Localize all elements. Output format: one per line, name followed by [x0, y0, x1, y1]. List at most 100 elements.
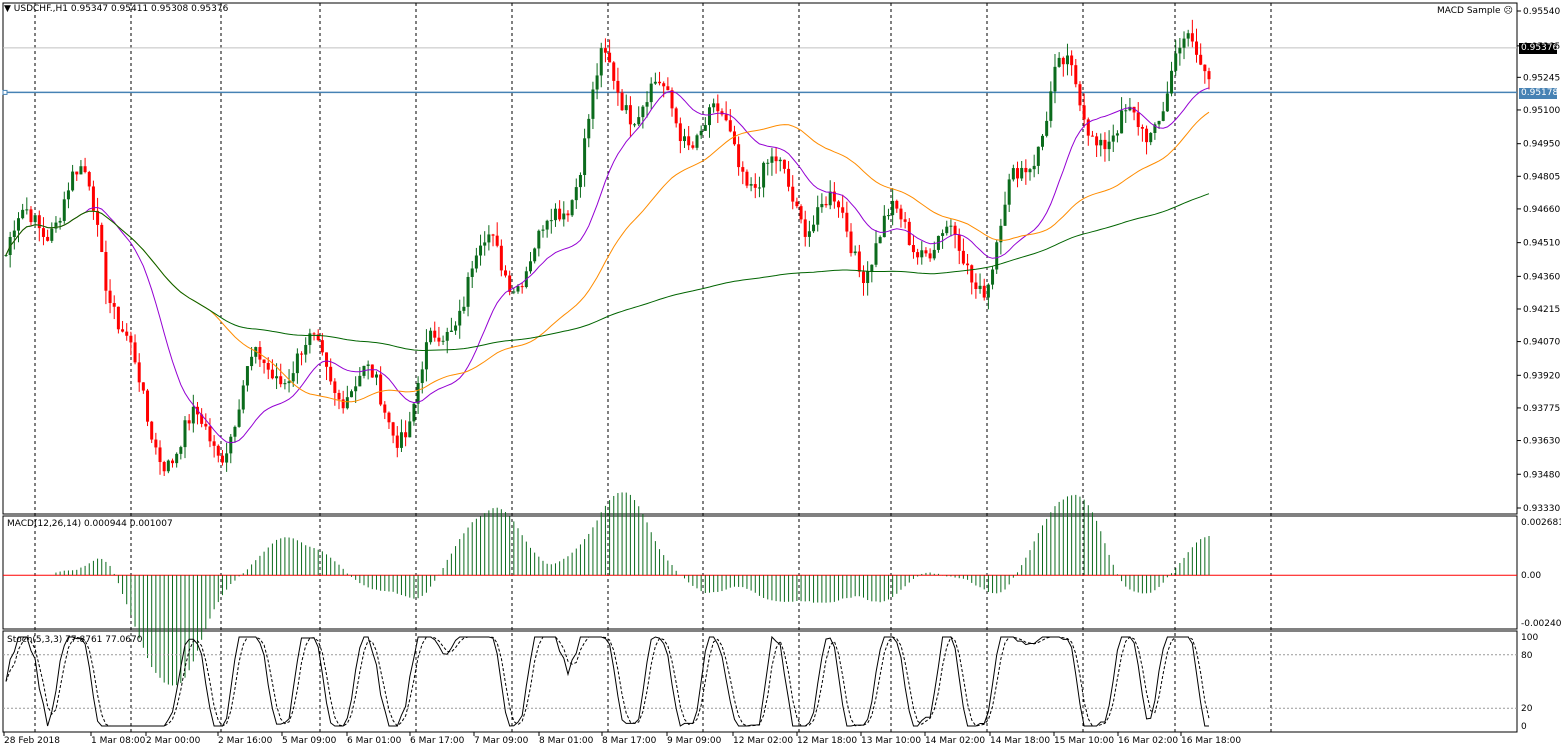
candle-body [487, 234, 491, 243]
y-tick-label: 0.94950 [1523, 140, 1560, 150]
candle-body [1082, 105, 1086, 120]
candle-body [50, 228, 54, 241]
macd-label: MACD(12,26,14) 0.000944 0.001007 [7, 519, 173, 529]
candle-body [112, 303, 116, 307]
y-tick-label: 0.93920 [1523, 371, 1560, 381]
candle-body [504, 270, 508, 276]
candle-body [533, 248, 537, 262]
y-tick-label: 0.95540 [1523, 7, 1560, 17]
candle-body [75, 171, 79, 175]
candle-body [4, 255, 8, 257]
macd-panel-frame [2, 515, 1518, 630]
y-tick-label: 0.93330 [1523, 504, 1560, 514]
candle-body [699, 130, 703, 136]
candle-body [46, 236, 50, 241]
candle-body [391, 422, 395, 436]
candle-body [87, 172, 91, 187]
candle-body [816, 207, 820, 225]
candle-body [1199, 54, 1203, 65]
candle-body [441, 340, 445, 342]
candle-body [728, 120, 732, 132]
candle-body [1032, 165, 1036, 170]
candle-body [753, 184, 757, 188]
candle-body [79, 166, 83, 175]
candle-body [250, 356, 254, 367]
candle-body [316, 334, 320, 341]
candle-body [25, 209, 29, 211]
time-axis-label: 15 Mar 10:00 [1054, 736, 1114, 746]
candle-body [283, 383, 287, 385]
candle-body [1078, 84, 1082, 106]
candle-body [537, 230, 541, 249]
candle-body [345, 397, 349, 409]
candle-body [212, 441, 216, 446]
time-axis-label: 6 Mar 01:00 [347, 736, 402, 746]
y-tick-label: 0.93775 [1523, 404, 1560, 414]
candle-body [275, 376, 279, 379]
candle-body [1136, 112, 1140, 128]
candle-body [437, 337, 441, 342]
candle-body [957, 234, 961, 251]
candle-body [100, 224, 104, 253]
candle-body [1165, 93, 1169, 112]
candle-body [520, 286, 524, 288]
candle-body [1157, 120, 1161, 125]
y-tick-label: 0.94660 [1523, 205, 1560, 215]
price-panel-frame [2, 2, 1518, 515]
expert-advisor-label[interactable]: MACD Sample ☹ [1437, 6, 1513, 16]
candle-body [820, 203, 824, 208]
candle-body [1011, 168, 1015, 180]
candle-body [911, 245, 915, 253]
candle-body [1070, 55, 1074, 66]
candle-body [295, 353, 299, 374]
candle-body [349, 391, 353, 398]
candle-body [774, 156, 778, 162]
candle-body [216, 445, 220, 456]
candle-body [616, 80, 620, 93]
candle-body [608, 52, 612, 63]
candle-body [33, 215, 37, 223]
candle-body [83, 166, 87, 173]
candle-body [595, 75, 599, 90]
candle-body [1207, 71, 1211, 80]
candle-body [1053, 66, 1057, 92]
candle-body [1028, 169, 1032, 173]
candle-body [29, 209, 33, 223]
dropdown-triangle-icon[interactable]: ▼ [4, 4, 11, 14]
candle-body [757, 187, 761, 189]
candle-body [691, 145, 695, 148]
candle-body [949, 225, 953, 227]
candle-body [624, 105, 628, 111]
candle-body [970, 265, 974, 283]
candle-body [928, 253, 932, 259]
candle-body [603, 48, 607, 53]
candle-body [707, 107, 711, 126]
stoch-label: Stoch(5,3,3) 77.8761 77.0670 [7, 635, 143, 645]
candle-body [499, 245, 503, 271]
candle-body [1061, 57, 1065, 65]
candle-body [1107, 141, 1111, 150]
candle-body [562, 213, 566, 220]
candle-body [399, 432, 403, 448]
candle-body [1128, 106, 1132, 111]
candle-body [241, 385, 245, 410]
candle-body [737, 144, 741, 168]
candle-body [495, 235, 499, 246]
time-axis-label: 8 Mar 01:00 [539, 736, 594, 746]
stoch-tick-label: 80 [1521, 651, 1533, 661]
candle-body [961, 250, 965, 264]
macd-tick-label: 0.00 [1521, 571, 1541, 581]
candle-body [337, 392, 341, 400]
candle-body [637, 117, 641, 125]
candle-body [1120, 110, 1124, 134]
candle-body [591, 89, 595, 119]
candle-body [724, 114, 728, 121]
time-axis-label: 2 Mar 00:00 [146, 736, 201, 746]
candle-body [1145, 128, 1149, 143]
candle-body [1170, 70, 1174, 94]
candle-body [749, 184, 753, 186]
candle-body [795, 201, 799, 207]
candle-body [770, 156, 774, 163]
